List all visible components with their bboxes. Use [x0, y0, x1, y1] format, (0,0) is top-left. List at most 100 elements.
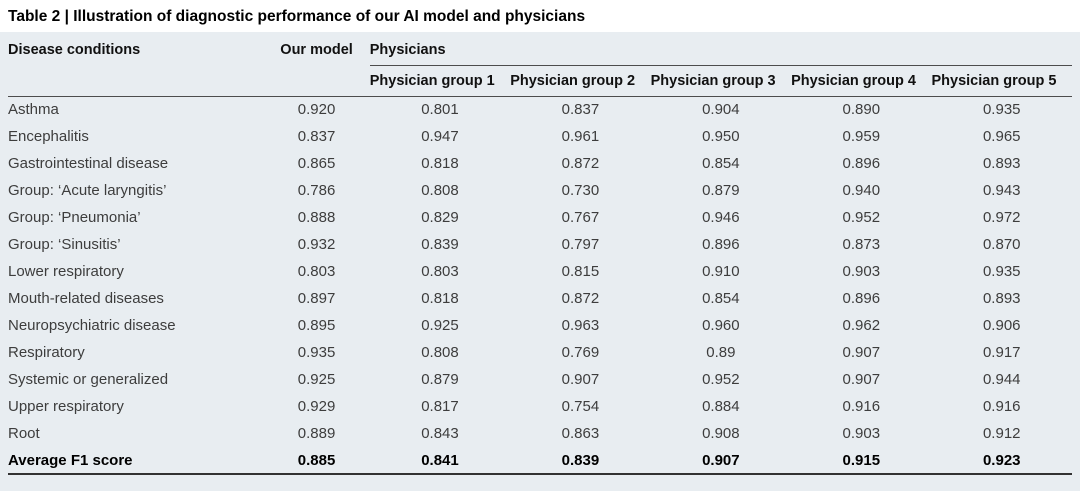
f1-score-cell: 0.903: [842, 263, 881, 280]
f1-score-cell: 0.89: [706, 344, 736, 361]
column-header-physician-group-3: Physician group 3: [650, 65, 792, 97]
f1-score-cell: 0.947: [421, 128, 459, 145]
f1-score-cell: 0.873: [842, 236, 881, 253]
f1-score-cell: 0.915: [791, 447, 932, 475]
f1-score-cell: 0.839: [421, 236, 459, 253]
table-row: Asthma 0.920 0.801 0.837 0.904 0.890 0.935: [8, 96, 1072, 123]
disease-condition-cell: Encephalitis: [8, 128, 89, 145]
f1-score-cell: 0.908: [702, 425, 740, 442]
f1-score-cell: 0.916: [982, 398, 1021, 415]
f1-score-cell: 0.935: [982, 101, 1021, 119]
f1-score-cell: 0.962: [842, 317, 881, 334]
f1-score-cell: 0.889: [297, 425, 336, 442]
f1-score-cell: 0.943: [982, 182, 1021, 199]
summary-row: Average F1 score 0.885 0.841 0.839 0.907 0.91…: [8, 447, 1072, 475]
column-header-our-model: Our model: [263, 32, 370, 97]
f1-score-cell: 0.841: [369, 447, 511, 475]
f1-score-cell: 0.769: [561, 344, 600, 361]
f1-score-cell: 0.843: [421, 425, 459, 442]
f1-score-cell: 0.916: [842, 398, 881, 415]
disease-condition-cell: Group: ‘Sinusitis’: [8, 236, 121, 253]
table-row: Systemic or generalized 0.925 0.879 0.907 0.…: [8, 366, 1072, 393]
f1-score-cell: 0.803: [297, 263, 336, 280]
column-header-physician-group-4: Physician group 4: [791, 65, 932, 97]
f1-score-cell: 0.925: [421, 317, 459, 334]
disease-condition-cell: Group: ‘Pneumonia’: [8, 209, 141, 226]
f1-score-cell: 0.879: [421, 371, 459, 388]
f1-score-cell: 0.879: [702, 182, 740, 199]
disease-condition-cell: Average F1 score: [8, 447, 264, 475]
f1-score-cell: 0.896: [702, 236, 740, 253]
column-header-physician-group-1: Physician group 1: [369, 65, 511, 97]
f1-score-cell: 0.917: [982, 344, 1021, 361]
disease-condition-cell: Group: ‘Acute laryngitis’: [8, 182, 167, 199]
f1-score-cell: 0.920: [297, 101, 336, 119]
header-row-top: Disease conditions Our model Physicians: [8, 32, 1072, 97]
table-row: Encephalitis 0.837 0.947 0.961 0.950 0.959 0.9…: [8, 123, 1072, 150]
f1-score-cell: 0.890: [842, 101, 881, 119]
f1-score-cell: 0.818: [421, 155, 459, 172]
f1-score-cell: 0.952: [842, 209, 881, 226]
f1-score-cell: 0.884: [702, 398, 740, 415]
column-header-physicians: Physicians: [369, 32, 1072, 66]
f1-score-cell: 0.910: [702, 263, 740, 280]
f1-score-cell: 0.797: [561, 236, 600, 253]
table-header: Disease conditions Our model Physicians …: [8, 32, 1072, 97]
disease-condition-cell: Upper respiratory: [8, 398, 124, 415]
table-row: Neuropsychiatric disease 0.895 0.925 0.963 0…: [8, 312, 1072, 339]
f1-score-cell: 0.925: [297, 371, 336, 388]
table-row: Group: ‘Sinusitis’ 0.932 0.839 0.797 0.896 0.…: [8, 231, 1072, 258]
f1-score-cell: 0.904: [702, 101, 740, 119]
table-container: Disease conditions Our model Physicians …: [0, 32, 1080, 491]
f1-score-cell: 0.854: [702, 290, 740, 307]
f1-score-cell: 0.893: [982, 155, 1021, 172]
f1-score-cell: 0.907: [561, 371, 600, 388]
f1-score-cell: 0.972: [982, 209, 1021, 226]
disease-condition-cell: Lower respiratory: [8, 263, 124, 280]
disease-condition-cell: Mouth-related diseases: [8, 290, 164, 307]
f1-score-cell: 0.963: [561, 317, 600, 334]
f1-score-cell: 0.885: [263, 447, 370, 475]
f1-score-cell: 0.952: [702, 371, 740, 388]
f1-score-cell: 0.935: [982, 263, 1021, 280]
f1-score-cell: 0.897: [297, 290, 336, 307]
f1-score-cell: 0.960: [702, 317, 740, 334]
f1-score-cell: 0.907: [842, 371, 881, 388]
f1-score-cell: 0.959: [842, 128, 881, 145]
disease-condition-cell: Root: [8, 425, 40, 442]
table-row: Gastrointestinal disease 0.865 0.818 0.872 0…: [8, 150, 1072, 177]
f1-score-cell: 0.786: [297, 182, 336, 199]
column-header-physician-group-5: Physician group 5: [931, 65, 1072, 97]
header-row-groups: Physician group 1 Physician group 2 Phys…: [8, 65, 1072, 97]
f1-score-cell: 0.818: [421, 290, 459, 307]
table-row: Group: ‘Pneumonia’ 0.888 0.829 0.767 0.946 0.…: [8, 204, 1072, 231]
f1-score-cell: 0.803: [421, 263, 459, 280]
f1-score-cell: 0.730: [561, 182, 600, 199]
table-row: Root 0.889 0.843 0.863 0.908 0.903 0.912: [8, 420, 1072, 447]
table-row: Group: ‘Acute laryngitis’ 0.786 0.808 0.730…: [8, 177, 1072, 204]
f1-score-cell: 0.896: [842, 155, 881, 172]
column-header-physician-group-2: Physician group 2: [510, 65, 651, 97]
diagnostic-performance-table: Disease conditions Our model Physicians …: [8, 32, 1072, 475]
f1-score-cell: 0.829: [421, 209, 459, 226]
f1-score-cell: 0.870: [982, 236, 1021, 253]
f1-score-cell: 0.912: [982, 425, 1021, 442]
f1-score-cell: 0.754: [561, 398, 600, 415]
f1-score-cell: 0.863: [561, 425, 600, 442]
f1-score-cell: 0.950: [702, 128, 740, 145]
f1-score-cell: 0.929: [297, 398, 336, 415]
f1-score-cell: 0.815: [561, 263, 600, 280]
f1-score-cell: 0.872: [561, 290, 600, 307]
f1-score-cell: 0.961: [561, 128, 600, 145]
table-body: Asthma 0.920 0.801 0.837 0.904 0.890 0.935 Ence…: [8, 96, 1072, 475]
f1-score-cell: 0.946: [702, 209, 740, 226]
table-row: Lower respiratory 0.803 0.803 0.815 0.910 0.9…: [8, 258, 1072, 285]
disease-condition-cell: Systemic or generalized: [8, 371, 169, 388]
f1-score-cell: 0.944: [982, 371, 1021, 388]
f1-score-cell: 0.923: [931, 447, 1072, 475]
f1-score-cell: 0.872: [561, 155, 600, 172]
f1-score-cell: 0.865: [297, 155, 336, 172]
f1-score-cell: 0.965: [982, 128, 1021, 145]
column-header-disease-conditions: Disease conditions: [8, 32, 264, 97]
f1-score-cell: 0.817: [421, 398, 459, 415]
